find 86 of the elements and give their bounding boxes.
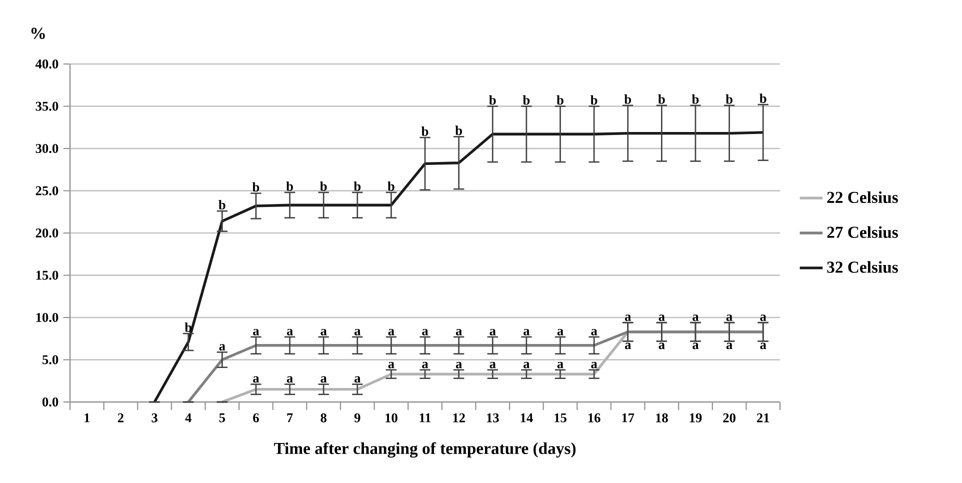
annotation: a <box>320 376 327 383</box>
x-tick-label: 16 <box>588 413 600 422</box>
y-tick-label: 0.0 <box>42 397 58 407</box>
y-tick-label: 20.0 <box>36 228 58 238</box>
legend-label: 32 Celsius <box>827 261 898 273</box>
annotation: a <box>624 314 631 321</box>
annotation: a <box>624 342 631 350</box>
annotation: b <box>320 181 327 191</box>
annotation: a <box>286 376 293 383</box>
x-tick-label: 7 <box>287 413 293 422</box>
annotation: a <box>726 342 732 350</box>
x-tick-label: 1 <box>84 413 90 422</box>
annotation: a <box>557 362 564 368</box>
annotation: b <box>388 181 394 191</box>
x-tick-label: 17 <box>622 413 634 422</box>
x-axis-title: Time after changing of temperature (days) <box>274 442 576 458</box>
x-tick-label: 13 <box>487 413 499 422</box>
x-tick-label: 12 <box>453 413 465 422</box>
annotation: b <box>218 200 226 210</box>
legend-label: 22 Celsius <box>827 191 898 204</box>
x-tick-label: 19 <box>690 413 702 422</box>
annotation: a <box>456 362 462 368</box>
annotation: a <box>422 362 428 368</box>
annotation: a <box>726 314 732 321</box>
annotation: a <box>658 314 665 321</box>
x-tick-label: 14 <box>520 413 533 422</box>
annotation: b <box>252 182 260 192</box>
annotation: a <box>692 314 699 321</box>
annotation: a <box>490 328 496 336</box>
annotation: b <box>489 95 496 105</box>
annotation: a <box>658 342 665 350</box>
annotation: a <box>354 328 361 336</box>
annotation: a <box>253 328 260 336</box>
y-tick-label: 40.0 <box>35 59 58 69</box>
legend-label: 27 Celsius <box>827 226 898 238</box>
annotation: a <box>692 342 699 350</box>
y-tick-label: 30.0 <box>36 144 58 154</box>
annotation: a <box>524 328 530 336</box>
annotation: a <box>760 314 766 321</box>
annotation: a <box>286 328 293 336</box>
annotation: b <box>624 94 632 104</box>
annotation: b <box>658 94 665 104</box>
x-tick-label: 21 <box>757 413 770 422</box>
annotation: b <box>760 94 766 103</box>
annotation: b <box>354 181 361 191</box>
annotation: b <box>455 126 462 136</box>
x-tick-label: 10 <box>386 413 398 422</box>
annotation: a <box>219 344 226 351</box>
y-tick-label: 15.0 <box>36 270 58 280</box>
y-tick-label: 25.0 <box>36 186 58 196</box>
annotation: b <box>726 94 732 104</box>
x-tick-label: 4 <box>185 413 192 422</box>
x-tick-label: 8 <box>320 413 326 422</box>
annotation: b <box>692 94 699 104</box>
annotation: a <box>320 328 327 336</box>
annotation: a <box>456 328 462 336</box>
annotation: b <box>590 95 598 105</box>
annotation: a <box>490 362 496 368</box>
annotation: b <box>286 181 293 191</box>
x-tick-label: 11 <box>420 413 431 422</box>
x-tick-label: 9 <box>354 413 360 422</box>
x-tick-label: 6 <box>253 413 259 422</box>
x-tick-label: 15 <box>554 413 566 422</box>
annotation: a <box>760 342 766 350</box>
x-tick-label: 3 <box>152 413 158 422</box>
annotation: a <box>591 328 598 336</box>
x-tick-label: 18 <box>656 413 668 422</box>
annotation: b <box>522 95 530 105</box>
annotation: b <box>556 95 564 105</box>
annotation: b <box>421 126 428 136</box>
y-tick-label: 35.0 <box>36 102 58 111</box>
annotation: a <box>253 376 260 383</box>
y-tick-label: 5.0 <box>42 355 58 364</box>
annotation: a <box>422 328 428 336</box>
annotation: a <box>591 362 598 368</box>
y-axis-title: % <box>31 28 45 40</box>
annotation: a <box>557 328 564 336</box>
y-tick-label: 10.0 <box>36 312 58 322</box>
x-tick-label: 5 <box>219 413 226 422</box>
annotation: a <box>388 362 394 368</box>
annotation: a <box>524 362 530 368</box>
annotation: b <box>184 322 192 332</box>
annotation: a <box>388 328 394 336</box>
annotation: a <box>354 376 361 383</box>
x-tick-label: 20 <box>723 413 736 422</box>
x-tick-label: 2 <box>118 413 124 422</box>
